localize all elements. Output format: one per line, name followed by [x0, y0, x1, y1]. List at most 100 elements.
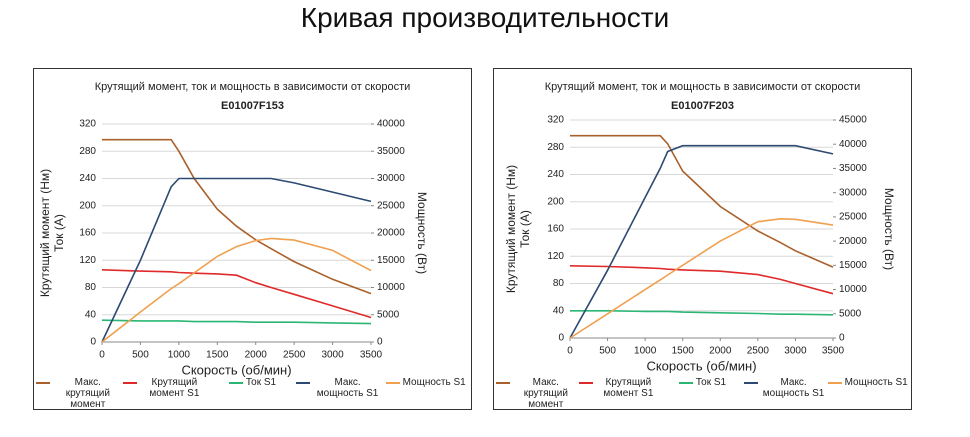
x-tick-label: 0 — [567, 346, 573, 357]
y2-axis-label: Мощность (Вт) — [415, 192, 429, 274]
chart-subtitle: E01007F153 — [221, 100, 284, 112]
series-line — [570, 134, 834, 268]
y2-tick-label: 40000 — [839, 139, 867, 150]
y-tick-label: 120 — [547, 251, 564, 262]
y-tick-label: 200 — [79, 200, 96, 211]
series-line — [101, 237, 372, 343]
y2-tick-label: 25000 — [839, 212, 867, 223]
legend-swatch — [385, 382, 400, 384]
legend-item: Макс. крутящий момент — [496, 377, 579, 410]
y2-tick-label: 15000 — [839, 260, 867, 271]
x-tick-label: 1500 — [206, 350, 229, 361]
x-tick-label: 2000 — [709, 346, 732, 357]
y2-tick-label: 20000 — [839, 236, 867, 247]
y-tick-label: 200 — [547, 196, 564, 207]
legend-swatch — [678, 382, 693, 384]
legend-item: Крутящий момент S1 — [578, 377, 662, 410]
y-tick-label: 0 — [558, 333, 564, 344]
x-tick-label: 500 — [132, 350, 149, 361]
legend-label: Макс. крутящий момент — [523, 377, 568, 410]
y2-tick-label: 20000 — [377, 228, 405, 239]
x-tick-label: 0 — [99, 350, 105, 361]
legend: Макс. крутящий момент Крутящий момент S1 Т… — [496, 377, 909, 410]
legend-swatch — [827, 382, 842, 384]
y2-axis-label: Мощность (Вт) — [882, 188, 896, 270]
series-line — [101, 269, 372, 319]
y2-tick-label: 40000 — [377, 119, 405, 130]
legend-swatch — [295, 382, 310, 384]
y2-tick-label: 35000 — [839, 163, 867, 174]
y-tick-label: 40 — [553, 305, 565, 316]
y-axis-label: Крутящий момент (Нм) — [504, 165, 518, 293]
legend-label: Мощность S1 — [402, 377, 466, 388]
x-tick-label: 500 — [599, 346, 616, 357]
x-tick-label: 3500 — [360, 350, 383, 361]
x-tick-label: 1500 — [672, 346, 695, 357]
legend-label: Крутящий момент S1 — [149, 377, 200, 399]
y2-tick-label: 5000 — [839, 308, 862, 319]
y-axis-label: Крутящий момент (Нм) — [38, 169, 52, 297]
chart: Крутящий момент, ток и мощность в зависи… — [504, 81, 896, 374]
chart-subtitle: E01007F203 — [671, 100, 734, 112]
series-line — [570, 310, 834, 316]
y-tick-label: 0 — [90, 337, 96, 348]
legend-swatch — [228, 382, 243, 384]
y-tick-label: 280 — [79, 146, 96, 157]
y2-tick-label: 45000 — [839, 115, 867, 126]
x-tick-label: 1000 — [634, 346, 657, 357]
y-tick-label: 160 — [79, 228, 96, 239]
y2-tick-label: 10000 — [377, 282, 405, 293]
series-line — [569, 265, 834, 295]
x-tick-label: 3500 — [822, 346, 845, 357]
legend-swatch — [122, 382, 137, 384]
series-line — [101, 177, 372, 343]
y2-tick-label: 15000 — [377, 255, 405, 266]
legend-item: Макс. мощность S1 — [295, 377, 383, 410]
series-line — [102, 138, 372, 295]
legend-label: Макс. мощность S1 — [316, 377, 379, 399]
series-line — [569, 217, 834, 339]
x-tick-label: 2500 — [747, 346, 770, 357]
legend-label: Макс. крутящий момент — [65, 377, 110, 410]
y-tick-label: 280 — [547, 142, 564, 153]
x-tick-label: 3000 — [321, 350, 344, 361]
legend-item: Ток S1 — [661, 377, 744, 410]
y-tick-label: 80 — [553, 278, 565, 289]
y2-tick-label: 10000 — [839, 284, 867, 295]
page-title: Кривая производительности — [300, 2, 670, 33]
y-axis-label: Ток (А) — [52, 214, 66, 252]
legend-label: Ток S1 — [695, 377, 727, 388]
y2-tick-label: 25000 — [377, 200, 405, 211]
legend: Макс. крутящий момент Крутящий момент S1 Т… — [36, 377, 469, 410]
y-tick-label: 80 — [85, 282, 97, 293]
y2-tick-label: 30000 — [839, 187, 867, 198]
legend-item: Мощность S1 — [382, 377, 469, 410]
y-axis-label: Ток (А) — [518, 210, 532, 248]
legend-item: Ток S1 — [209, 377, 296, 410]
legend-label: Макс. мощность S1 — [762, 377, 825, 399]
x-tick-label: 2000 — [245, 350, 268, 361]
y2-tick-label: 35000 — [377, 146, 405, 157]
legend-swatch — [743, 382, 758, 384]
legend-item: Мощность S1 — [826, 377, 909, 410]
y2-tick-label: 0 — [839, 333, 845, 344]
legend-item: Крутящий момент S1 — [122, 377, 210, 410]
legend-swatch — [496, 382, 510, 384]
legend-item: Макс. мощность S1 — [743, 377, 827, 410]
series-line — [569, 144, 834, 339]
chart-panel: Крутящий момент, ток и мощность в зависи… — [33, 68, 472, 410]
y-tick-label: 120 — [79, 255, 96, 266]
legend-label: Крутящий момент S1 — [603, 377, 654, 399]
chart: Крутящий момент, ток и мощность в зависи… — [38, 81, 429, 378]
legend-item: Макс. крутящий момент — [36, 377, 123, 410]
legend-swatch — [36, 382, 50, 384]
x-axis-label: Скорость (об/мин) — [646, 358, 756, 373]
y-tick-label: 240 — [547, 169, 564, 180]
x-axis-label: Скорость (об/мин) — [181, 362, 291, 377]
y2-tick-label: 0 — [377, 337, 383, 348]
legend-label: Мощность S1 — [844, 377, 908, 388]
series-line — [101, 319, 372, 325]
y-tick-label: 160 — [547, 224, 564, 235]
y-tick-label: 320 — [547, 115, 564, 126]
